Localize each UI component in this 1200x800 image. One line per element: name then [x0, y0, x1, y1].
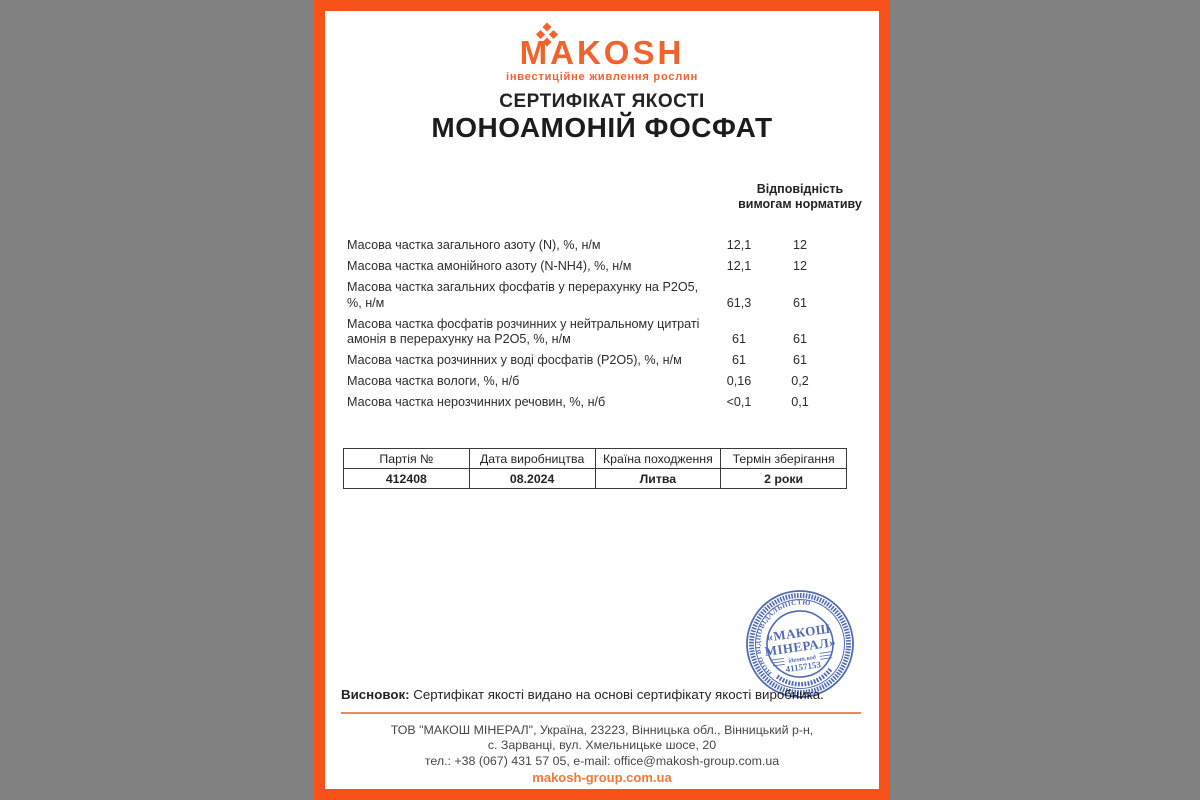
batch-header-cell: Дата виробництва — [468, 448, 596, 469]
spec-label: Масова частка нерозчинних речовин, %, н/… — [347, 395, 606, 409]
spec-value: <0,1 — [726, 395, 752, 409]
spec-row: Масова частка амонійного азоту (N-NH4), … — [347, 259, 831, 275]
spec-value: 12,1 — [726, 259, 752, 273]
conclusion: Висновок: Сертифікат якості видано на ос… — [341, 687, 871, 702]
spec-label: Масова частка розчинних у воді фосфатів … — [347, 353, 682, 367]
spec-label: Масова частка фосфатів розчинних у нейтр… — [347, 316, 700, 347]
batch-table-value-row: 412408 08.2024 Литва 2 роки — [343, 468, 847, 489]
spec-label: Масова частка вологи, %, н/б — [347, 374, 520, 388]
certificate-page: MAKOSH інвестиційне живлення рослин СЕРТ… — [314, 0, 890, 800]
spec-value: 12,1 — [726, 238, 752, 252]
spec-row: Масова частка загальних фосфатів у перер… — [347, 280, 831, 311]
spec-norm: 12 — [792, 259, 807, 273]
diamond-ornament-icon — [535, 22, 559, 47]
spec-list: Масова частка загального азоту (N), %, н… — [347, 238, 831, 416]
batch-value-cell: 2 роки — [720, 468, 847, 489]
spec-norm: 0,2 — [791, 374, 809, 388]
spec-value: 61 — [731, 332, 746, 346]
footer-address-line2: с. Зарванці, вул. Хмельницьке шосе, 20 — [487, 738, 717, 753]
spec-row: Масова частка нерозчинних речовин, %, н/… — [347, 395, 831, 411]
norm-column-header: Відповідність вимогам нормативу — [738, 182, 862, 211]
footer-website-link[interactable]: makosh-group.com.ua — [532, 770, 672, 785]
batch-table: Партія № Дата виробництва Країна походже… — [343, 448, 847, 489]
certificate-subtitle: СЕРТИФІКАТ ЯКОСТІ — [499, 91, 705, 112]
spec-norm: 0,1 — [791, 395, 809, 409]
conclusion-label: Висновок: — [341, 687, 410, 702]
stamp-code-label: ідент.код — [788, 654, 817, 665]
footer-address: ТОВ "МАКОШ МІНЕРАЛ", Україна, 23223, Він… — [325, 723, 879, 769]
footer-address-line1: ТОВ "МАКОШ МІНЕРАЛ", Україна, 23223, Він… — [390, 723, 814, 737]
brand-tagline: інвестиційне живлення рослин — [505, 71, 699, 83]
spec-value: 61 — [731, 353, 746, 367]
stamp-code: 41157153 — [785, 659, 822, 674]
company-stamp: ТОВАРИСТВО З ОБМЕЖЕНОЮ ВІДПОВІДАЛЬНІСТЮ … — [725, 569, 854, 698]
spec-label: Масова частка амонійного азоту (N-NH4), … — [347, 259, 632, 273]
footer-divider — [341, 712, 861, 714]
spec-norm: 61 — [792, 353, 807, 367]
footer-contact-line: тел.: +38 (067) 431 57 05, e-mail: offic… — [424, 753, 780, 768]
certificate-title: МОНОАМОНІЙ ФОСФАТ — [431, 112, 773, 143]
spec-row: Масова частка загального азоту (N), %, н… — [347, 238, 831, 254]
spec-value: 0,16 — [726, 374, 752, 388]
batch-table-header-row: Партія № Дата виробництва Країна походже… — [343, 448, 847, 469]
batch-header-cell: Партія № — [343, 448, 470, 469]
spec-label: Масова частка загальних фосфатів у перер… — [347, 280, 699, 310]
batch-value-cell: 412408 — [343, 468, 470, 489]
conclusion-text: Сертифікат якості видано на основі серти… — [409, 687, 824, 702]
batch-header-cell: Країна походження — [594, 448, 722, 469]
batch-header-cell: Термін зберігання — [720, 448, 847, 469]
batch-value-cell: 08.2024 — [468, 468, 596, 489]
spec-norm: 12 — [792, 238, 807, 252]
spec-norm: 61 — [792, 332, 807, 346]
brand-logo: MAKOSH інвестиційне живлення рослин — [325, 21, 879, 83]
spec-row: Масова частка фосфатів розчинних у нейтр… — [347, 317, 831, 348]
batch-value-cell: Литва — [594, 468, 722, 489]
spec-norm: 61 — [792, 295, 807, 310]
spec-value: 61,3 — [726, 295, 752, 310]
spec-row: Масова частка розчинних у воді фосфатів … — [347, 353, 831, 369]
spec-row: Масова частка вологи, %, н/б 0,16 0,2 — [347, 374, 831, 390]
spec-label: Масова частка загального азоту (N), %, н… — [347, 238, 601, 252]
